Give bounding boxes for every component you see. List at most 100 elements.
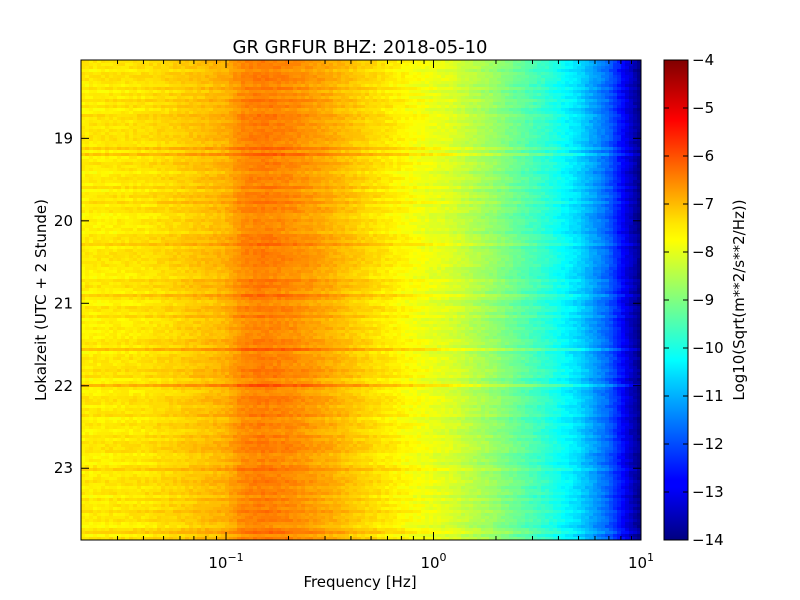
heatmap-cell [93,375,98,379]
heatmap-cell [133,177,138,181]
heatmap-cell [137,96,142,100]
heatmap-cell [93,270,98,274]
heatmap-cell [81,186,86,190]
heatmap-cell [97,87,102,91]
heatmap-cell [149,318,154,322]
heatmap-cell [141,243,146,247]
heatmap-cell [161,246,166,250]
heatmap-cell [165,408,170,412]
heatmap-cell [121,297,126,301]
heatmap-cell [145,165,150,169]
heatmap-cell [105,312,110,316]
heatmap-cell [105,357,110,361]
heatmap-cell [121,402,126,406]
heatmap-cell [165,414,170,418]
heatmap-cell [89,75,94,79]
heatmap-cell [89,363,94,367]
heatmap-cell [117,534,122,538]
heatmap-cell [165,159,170,163]
heatmap-cell [113,300,118,304]
heatmap-cell [109,165,114,169]
heatmap-cell [161,417,166,421]
heatmap-cell [97,525,102,529]
heatmap-cell [113,297,118,301]
heatmap-cell [165,429,170,433]
heatmap-cell [129,171,134,175]
heatmap-cell [157,156,162,160]
heatmap-cell [89,66,94,70]
heatmap-cell [129,336,134,340]
heatmap-cell [93,201,98,205]
heatmap-cell [117,465,122,469]
heatmap-cell [85,369,90,373]
heatmap-cell [169,78,174,82]
heatmap-cell [121,231,126,235]
heatmap-cell [89,189,94,193]
heatmap-cell [125,69,130,73]
heatmap-cell [145,324,150,328]
heatmap-cell [129,231,134,235]
heatmap-cell [145,486,150,490]
heatmap-cell [125,264,130,268]
heatmap-cell [85,255,90,259]
heatmap-cell [101,363,106,367]
heatmap-cell [145,144,150,148]
heatmap-cell [85,126,90,130]
heatmap-cell [145,255,150,259]
heatmap-cell [109,81,114,85]
heatmap-cell [93,321,98,325]
heatmap-cell [149,303,154,307]
heatmap-cell [113,252,118,256]
heatmap-cell [81,519,86,523]
heatmap-cell [93,417,98,421]
heatmap-cell [161,135,166,139]
heatmap-cell [149,126,154,130]
heatmap-cell [165,156,170,160]
heatmap-cell [149,495,154,499]
heatmap-cell [141,309,146,313]
heatmap-cell [97,327,102,331]
heatmap-cell [149,189,154,193]
heatmap-cell [149,162,154,166]
heatmap-cell [105,435,110,439]
heatmap-cell [165,309,170,313]
heatmap-cell [97,198,102,202]
heatmap-cell [81,399,86,403]
heatmap-cell [117,306,122,310]
heatmap-cell [141,357,146,361]
heatmap-cell [85,264,90,268]
heatmap-cell [157,285,162,289]
heatmap-cell [137,522,142,526]
heatmap-cell [145,219,150,223]
heatmap-cell [157,96,162,100]
heatmap-cell [105,204,110,208]
heatmap-cell [153,366,158,370]
heatmap-cell [145,99,150,103]
heatmap-cell [129,147,134,151]
heatmap-cell [149,432,154,436]
heatmap-cell [109,126,114,130]
heatmap-cell [101,141,106,145]
heatmap-cell [145,372,150,376]
heatmap-cell [109,357,114,361]
heatmap-cell [157,288,162,292]
heatmap-cell [149,417,154,421]
heatmap-cell [165,477,170,481]
heatmap-cell [149,177,154,181]
heatmap-cell [133,495,138,499]
heatmap-cell [157,129,162,133]
heatmap-cell [97,342,102,346]
heatmap-cell [81,270,86,274]
heatmap-cell [145,231,150,235]
heatmap-cell [165,495,170,499]
heatmap-cell [117,288,122,292]
heatmap-cell [161,327,166,331]
heatmap-cell [137,507,142,511]
heatmap-cell [81,171,86,175]
heatmap-cell [109,195,114,199]
heatmap-cell [109,186,114,190]
heatmap-cell [105,72,110,76]
heatmap-cell [101,111,106,115]
heatmap-cell [93,177,98,181]
heatmap-cell [109,213,114,217]
